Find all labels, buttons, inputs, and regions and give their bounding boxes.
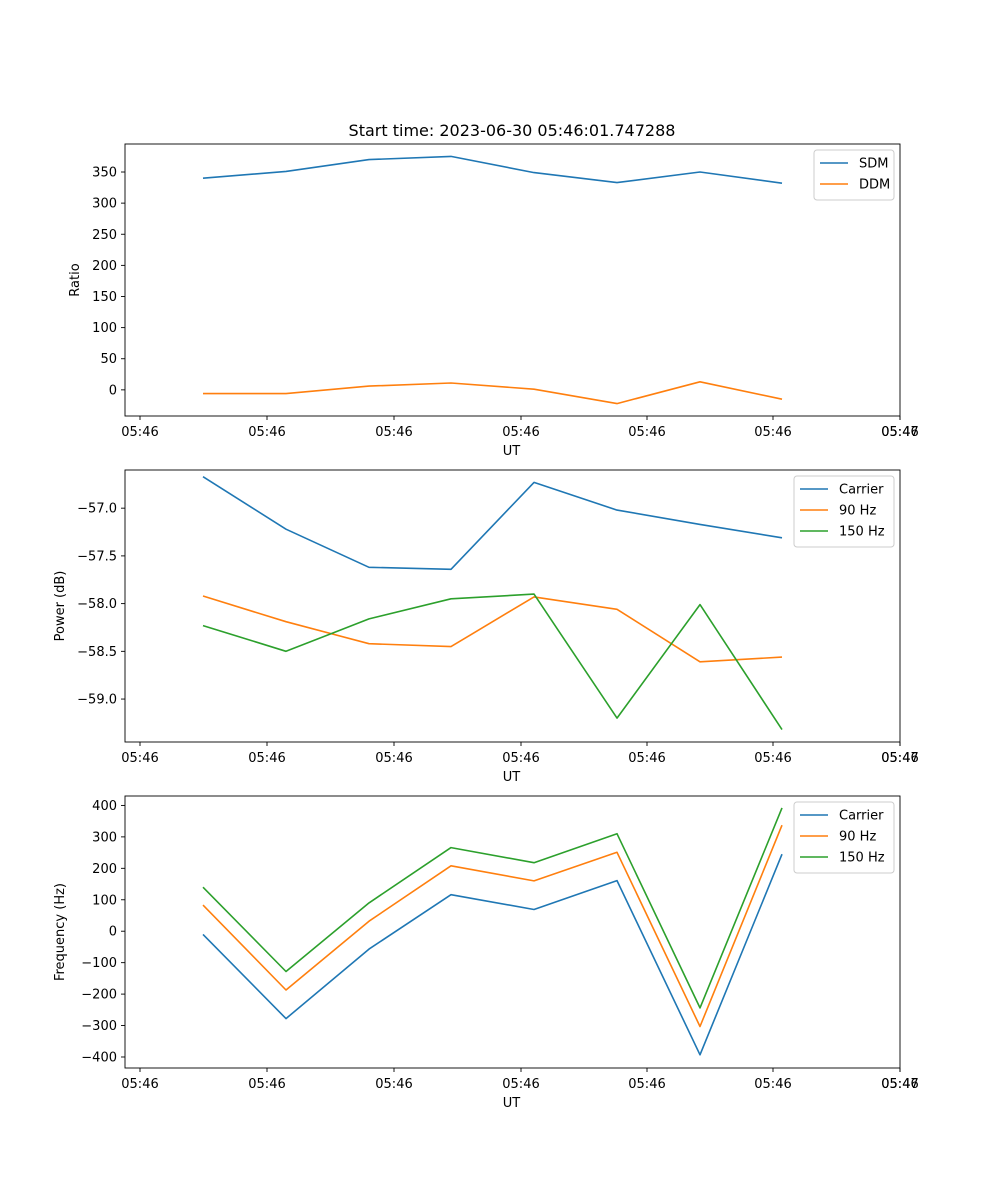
y-tick-label: 350 [92, 166, 117, 181]
series-line-90-hz [202, 824, 783, 1028]
y-tick-label: 200 [92, 862, 117, 877]
legend-box [793, 801, 895, 874]
x-tick-label: 05:46 [248, 425, 285, 440]
x-axis-label: UT [503, 770, 521, 785]
x-tick-label: 05:46 [881, 1077, 918, 1092]
legend: Carrier 90 Hz 150 Hz [793, 801, 895, 874]
axes-frame [124, 469, 901, 743]
x-axis-label: UT [503, 444, 521, 459]
x-tick-label: 05:46 [628, 751, 665, 766]
series-line-sdm [202, 155, 783, 184]
y-tick-label: 300 [92, 197, 117, 212]
x-tick-label: 05:46 [754, 1077, 791, 1092]
y-axis-label: Frequency (Hz) [53, 883, 68, 981]
series-line-90-hz [202, 595, 783, 663]
x-tick-label: 05:46 [121, 1077, 158, 1092]
figure-title: Start time: 2023-06-30 05:46:01.747288 [349, 121, 676, 140]
x-tick-label: 05:46 [121, 751, 158, 766]
legend-label: 150 Hz [839, 525, 885, 540]
y-tick-label: −59.0 [77, 693, 117, 708]
x-tick-label: 05:46 [754, 751, 791, 766]
y-tick-label: 50 [100, 352, 117, 367]
series-line-carrier [202, 853, 783, 1056]
legend-label: 90 Hz [839, 830, 876, 845]
x-tick-label: 05:46 [248, 751, 285, 766]
y-axis-label: Ratio [68, 263, 83, 296]
x-tick-label: 05:46 [375, 425, 412, 440]
series-line-150-hz [202, 807, 783, 1009]
x-tick-label: 05:47 [881, 751, 918, 766]
x-tick-label: 05:46 [375, 751, 412, 766]
y-tick-label: −57.0 [77, 502, 117, 517]
legend-box [793, 475, 895, 548]
y-tick-label: 0 [109, 383, 117, 398]
y-tick-label: −57.5 [77, 549, 117, 564]
x-axis-label: UT [503, 1096, 521, 1111]
x-tick-label: 05:47 [881, 425, 918, 440]
y-tick-label: 200 [92, 259, 117, 274]
x-tick-label: 05:47 [881, 1077, 918, 1092]
y-tick-label: 0 [109, 925, 117, 940]
x-tick-label: 05:46 [881, 425, 918, 440]
y-axis-label: Power (dB) [53, 571, 68, 642]
y-tick-label: 100 [92, 321, 117, 336]
x-tick-label: 05:46 [502, 1077, 539, 1092]
y-tick-label: −300 [81, 1019, 117, 1034]
y-tick-label: 400 [92, 799, 117, 814]
legend-label: 90 Hz [839, 504, 876, 519]
legend-label: 150 Hz [839, 851, 885, 866]
series-line-150-hz [202, 593, 783, 731]
axes-frame [124, 795, 901, 1069]
y-tick-label: −100 [81, 956, 117, 971]
x-tick-label: 05:46 [502, 425, 539, 440]
legend-label: Carrier [839, 809, 884, 824]
x-tick-label: 05:46 [881, 751, 918, 766]
y-tick-label: −58.5 [77, 645, 117, 660]
y-tick-label: −200 [81, 988, 117, 1003]
y-tick-label: 100 [92, 893, 117, 908]
chart-panel-2: −59.0 −58.5 −58.0 −57.5 −57.0 05:46 05:46 05:46… [53, 469, 919, 785]
series-line-ddm [203, 380, 783, 405]
y-tick-label: 300 [92, 830, 117, 845]
legend-label: DDM [859, 178, 890, 193]
x-tick-label: 05:46 [502, 751, 539, 766]
legend: SDM DDM [813, 149, 895, 201]
y-tick-label: −58.0 [77, 597, 117, 612]
x-tick-label: 05:46 [628, 1077, 665, 1092]
y-tick-label: 250 [92, 228, 117, 243]
x-tick-label: 05:46 [248, 1077, 285, 1092]
legend-label: Carrier [839, 483, 884, 498]
x-tick-label: 05:46 [121, 425, 158, 440]
x-tick-label: 05:46 [754, 425, 791, 440]
x-tick-label: 05:46 [628, 425, 665, 440]
axes-frame [124, 143, 901, 417]
legend-label: SDM [859, 157, 888, 172]
legend: Carrier 90 Hz 150 Hz [793, 475, 895, 548]
y-tick-label: −400 [81, 1050, 117, 1065]
series-line-carrier [202, 476, 783, 571]
y-tick-label: 150 [92, 290, 117, 305]
x-tick-label: 05:46 [375, 1077, 412, 1092]
